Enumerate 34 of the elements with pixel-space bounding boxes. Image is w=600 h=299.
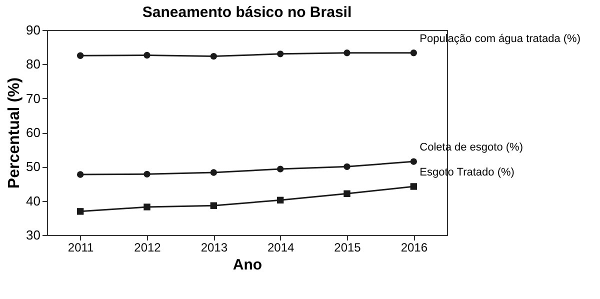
y-tick-label: 90 [26, 22, 40, 38]
point [276, 50, 284, 58]
point [210, 52, 218, 60]
chart-title: Saneamento básico no Brasil [142, 4, 352, 21]
y-tick-label: 30 [26, 228, 40, 242]
y-axis-title: Percentual (%) [6, 77, 24, 189]
point [76, 52, 84, 59]
x-tick-label: 2012 [134, 240, 162, 254]
point [76, 171, 84, 178]
x-tick-label: 2011 [68, 240, 94, 254]
point [76, 208, 84, 215]
x-tick-label: 2015 [334, 240, 362, 254]
x-axis-title: Ano [232, 256, 262, 274]
point [410, 183, 418, 190]
y-tick-label: 80 [26, 56, 40, 72]
point [144, 170, 150, 178]
x-tick-label: 2013 [200, 240, 228, 254]
point [276, 196, 284, 204]
point [276, 166, 284, 172]
point [344, 163, 350, 170]
point [144, 204, 150, 210]
y-tick-label: 60 [26, 125, 40, 140]
x-tick-label: 2014 [267, 240, 295, 254]
point [344, 50, 350, 56]
y-tick-label: 70 [26, 90, 40, 106]
point [210, 202, 218, 209]
point [144, 52, 150, 59]
point [410, 50, 418, 56]
x-tick-label: 2016 [400, 240, 428, 254]
y-tick-label: 50 [26, 159, 40, 174]
point [210, 169, 218, 176]
point [344, 190, 350, 198]
y-tick-label: 40 [26, 193, 40, 208]
point [410, 158, 418, 165]
